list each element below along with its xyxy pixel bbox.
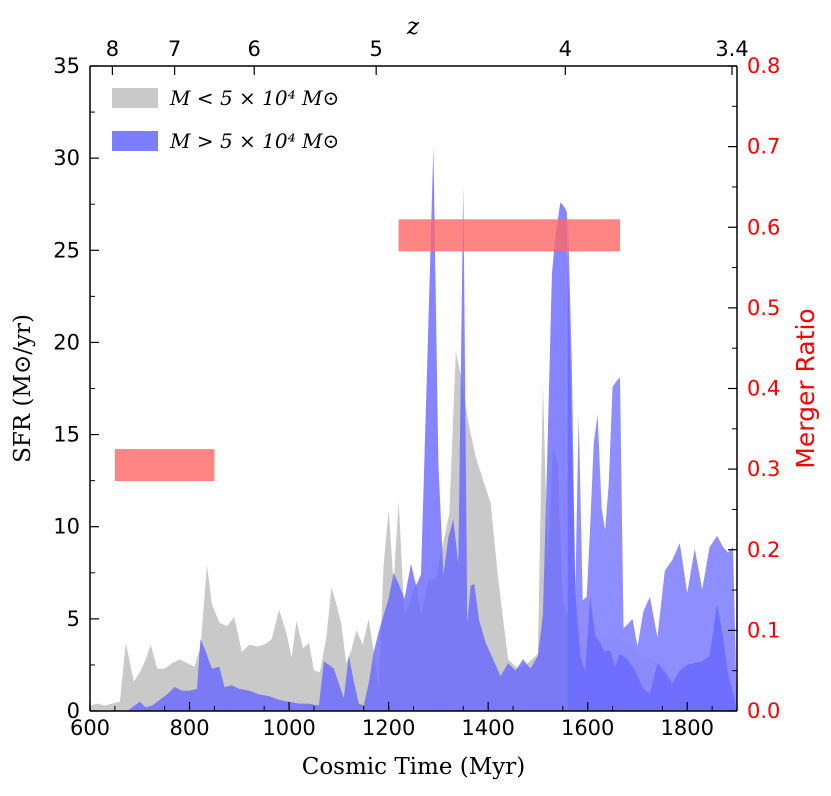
- legend-label-0: M < 5 × 10⁴ M⊙: [169, 86, 339, 110]
- merger-bar-1: [398, 219, 621, 252]
- x-tick-label: 1800: [661, 716, 714, 740]
- top-tick-label: 6: [248, 37, 261, 61]
- y-tick-label: 15: [53, 423, 80, 447]
- y2-tick-label: 0.6: [747, 215, 780, 239]
- legend-swatch-0: [112, 88, 158, 108]
- y2-axis-title: Merger Ratio: [791, 308, 820, 468]
- plot-area: [90, 147, 737, 711]
- y-tick-label: 35: [53, 54, 80, 78]
- x-tick-label: 600: [70, 716, 110, 740]
- x-tick-label: 800: [169, 716, 209, 740]
- y-tick-label: 20: [53, 330, 80, 354]
- top-tick-label: 7: [168, 37, 181, 61]
- legend-swatch-1: [112, 131, 158, 151]
- y2-tick-label: 0.2: [747, 538, 780, 562]
- y-tick-label: 0: [67, 699, 80, 723]
- x-tick-label: 1200: [362, 716, 415, 740]
- y-tick-label: 5: [67, 607, 80, 631]
- merger-bar-0: [114, 449, 215, 482]
- y2-tick-label: 0.8: [747, 54, 780, 78]
- x-tick-label: 1600: [561, 716, 614, 740]
- y-tick-label: 10: [53, 515, 80, 539]
- y-tick-label: 25: [53, 238, 80, 262]
- series-high-mass-area: [90, 147, 737, 711]
- top-axis-title: z: [406, 14, 420, 40]
- top-tick-label: 4: [559, 37, 572, 61]
- top-tick-label: 8: [106, 37, 119, 61]
- x-axis-title: Cosmic Time (Myr): [302, 754, 526, 780]
- top-tick-label: 5: [369, 37, 382, 61]
- y2-tick-label: 0.0: [747, 699, 780, 723]
- top-tick-label: 3.4: [715, 37, 748, 61]
- y2-tick-label: 0.5: [747, 296, 780, 320]
- series-high-mass-envelope-area: [567, 211, 737, 711]
- series-group: [90, 147, 737, 711]
- y-axis-title: SFR (M⊙/yr): [10, 314, 36, 463]
- y2-tick-label: 0.7: [747, 135, 780, 159]
- y-tick-label: 30: [53, 146, 80, 170]
- legend: M < 5 × 10⁴ M⊙ M > 5 × 10⁴ M⊙: [112, 86, 339, 153]
- y2-tick-label: 0.3: [747, 457, 780, 481]
- x-tick-label: 1400: [461, 716, 514, 740]
- y2-tick-label: 0.4: [747, 377, 780, 401]
- legend-label-1: M > 5 × 10⁴ M⊙: [169, 129, 339, 153]
- y2-tick-label: 0.1: [747, 618, 780, 642]
- x-tick-label: 1000: [262, 716, 315, 740]
- axes: 600 800 1000 1200 1400 1600 1800 0 5 10 15 20 25 30 35…: [53, 37, 780, 740]
